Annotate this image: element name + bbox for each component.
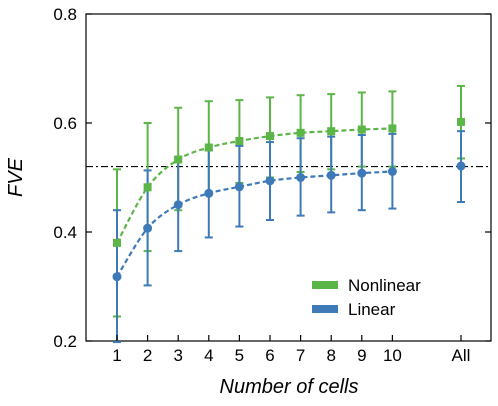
data-point-linear	[143, 223, 153, 233]
x-tick-label: 5	[235, 346, 244, 365]
data-point-nonlinear	[327, 127, 336, 136]
fit-curve-nonlinear	[116, 127, 393, 244]
data-point-linear	[387, 167, 397, 177]
plot-frame	[85, 13, 492, 342]
y-tick-label: 0.8	[53, 5, 77, 24]
data-point-nonlinear	[296, 128, 305, 137]
x-tick-label: 10	[383, 346, 402, 365]
data-point-nonlinear	[174, 155, 183, 164]
data-point-linear	[326, 170, 336, 180]
legend-swatch-nonlinear	[312, 281, 338, 289]
data-point-nonlinear	[357, 125, 366, 134]
y-tick-label: 0.4	[53, 223, 77, 242]
data-point-nonlinear	[266, 132, 274, 141]
x-tick-label: 7	[296, 346, 305, 365]
fit-curve-linear	[116, 170, 393, 278]
y-tick-label: 0.2	[53, 332, 77, 351]
legend-label-nonlinear: Nonlinear	[348, 276, 421, 295]
y-axis-title: FVE	[5, 157, 27, 197]
x-tick-label: 1	[112, 346, 121, 365]
legend-swatch-linear	[312, 305, 338, 313]
data-point-linear	[234, 182, 244, 192]
x-tick-label: 9	[357, 346, 366, 365]
data-point-linear	[296, 173, 306, 182]
x-tick-label: 4	[204, 346, 213, 365]
data-point-linear	[204, 188, 214, 198]
x-tick-label: All	[452, 346, 471, 365]
data-point-linear	[173, 200, 183, 210]
x-axis-title: Number of cells	[220, 376, 359, 398]
x-tick-label: 3	[173, 346, 182, 365]
data-point-nonlinear	[457, 117, 465, 126]
data-point-linear	[112, 272, 122, 282]
data-point-linear	[357, 168, 367, 178]
data-point-linear	[265, 176, 275, 186]
x-tick-label: 6	[265, 346, 274, 365]
x-tick-label: 8	[326, 346, 335, 365]
data-point-nonlinear	[143, 183, 152, 192]
data-point-nonlinear	[204, 143, 213, 152]
data-point-nonlinear	[113, 238, 121, 247]
data-point-linear	[456, 161, 466, 171]
data-point-nonlinear	[388, 124, 397, 133]
x-tick-label: 2	[143, 346, 152, 365]
y-tick-label: 0.6	[53, 114, 77, 133]
legend-label-linear: Linear	[348, 300, 396, 319]
data-point-nonlinear	[235, 136, 244, 145]
